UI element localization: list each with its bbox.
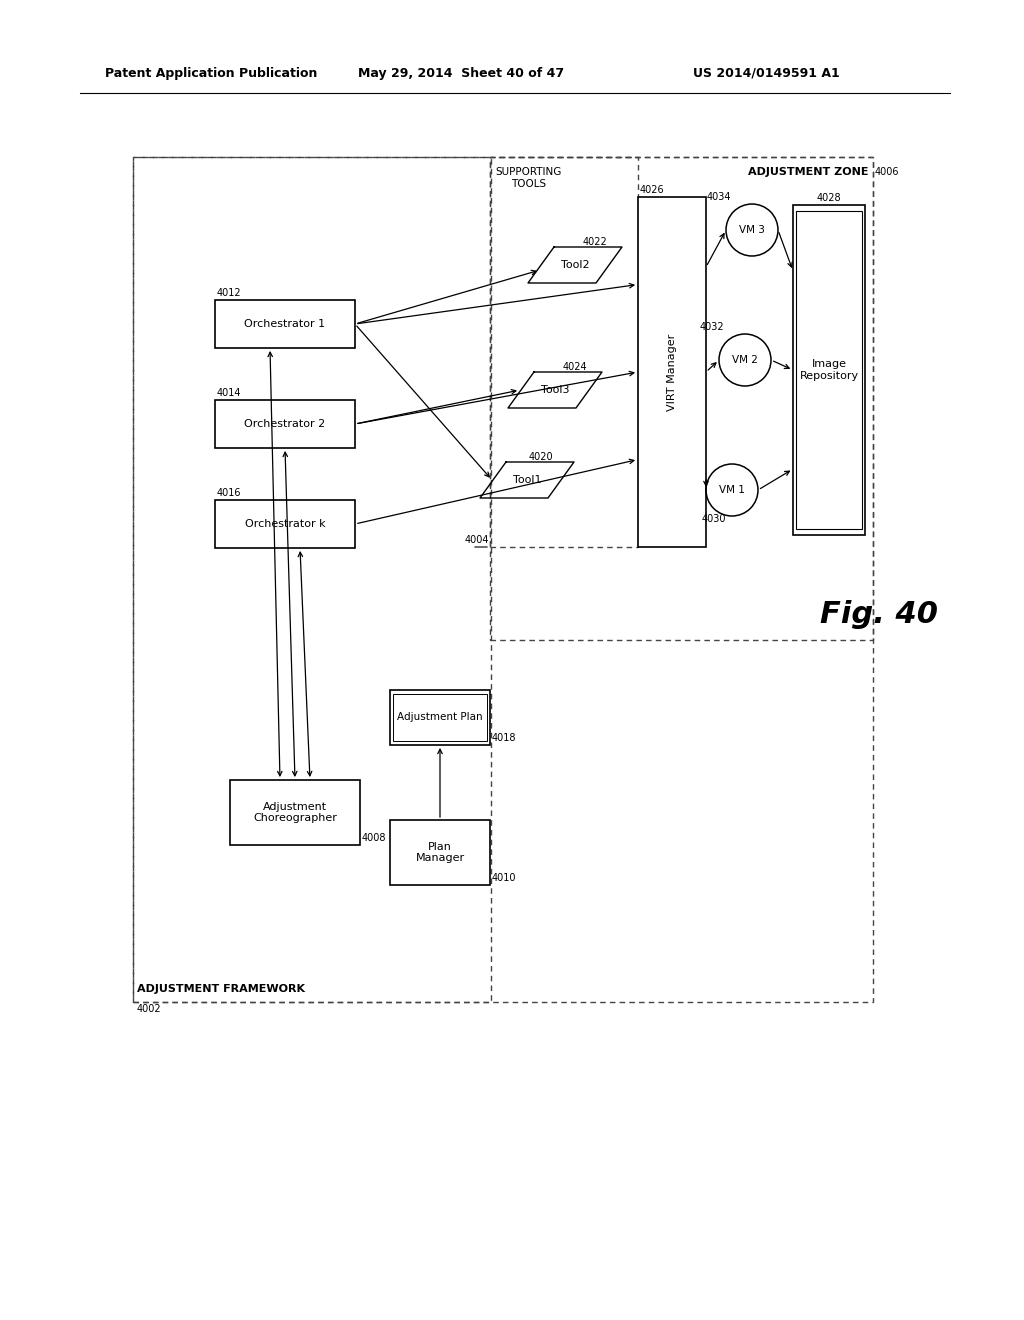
Text: Tool3: Tool3 <box>541 385 569 395</box>
Bar <box>133 157 873 1002</box>
Bar <box>133 157 490 1002</box>
Text: 4018: 4018 <box>492 733 516 743</box>
Text: 4024: 4024 <box>563 362 588 372</box>
Bar <box>230 780 360 845</box>
Bar <box>390 820 490 884</box>
Text: VM 2: VM 2 <box>732 355 758 366</box>
Text: 4012: 4012 <box>217 288 242 298</box>
Text: Tool2: Tool2 <box>561 260 590 271</box>
Bar <box>393 694 487 741</box>
Text: US 2014/0149591 A1: US 2014/0149591 A1 <box>693 67 840 81</box>
Text: Patent Application Publication: Patent Application Publication <box>105 67 317 81</box>
Text: SUPPORTING
TOOLS: SUPPORTING TOOLS <box>495 168 561 189</box>
Text: 4004: 4004 <box>465 535 489 545</box>
Text: 4002: 4002 <box>137 1005 162 1014</box>
Bar <box>490 157 638 546</box>
Text: Image
Repository: Image Repository <box>800 359 858 380</box>
Text: 4008: 4008 <box>362 833 386 843</box>
Bar <box>390 690 490 744</box>
Text: 4028: 4028 <box>817 193 842 203</box>
Bar <box>215 500 355 548</box>
Text: Tool1: Tool1 <box>513 475 542 484</box>
Text: Fig. 40: Fig. 40 <box>820 601 938 630</box>
Text: 4020: 4020 <box>529 451 554 462</box>
Text: 4032: 4032 <box>700 322 725 333</box>
Text: VM 3: VM 3 <box>739 224 765 235</box>
Text: ADJUSTMENT FRAMEWORK: ADJUSTMENT FRAMEWORK <box>137 983 305 994</box>
Text: 4026: 4026 <box>640 185 665 195</box>
Text: ADJUSTMENT ZONE: ADJUSTMENT ZONE <box>748 168 868 177</box>
Bar <box>215 300 355 348</box>
Text: 4016: 4016 <box>217 488 242 498</box>
Text: Adjustment
Choreographer: Adjustment Choreographer <box>253 801 337 824</box>
Text: Adjustment Plan: Adjustment Plan <box>397 713 482 722</box>
Text: 4034: 4034 <box>707 191 731 202</box>
Bar <box>215 400 355 447</box>
Text: 4010: 4010 <box>492 873 516 883</box>
Text: VIRT Manager: VIRT Manager <box>667 334 677 411</box>
Text: Plan
Manager: Plan Manager <box>416 842 465 863</box>
Text: 4022: 4022 <box>583 238 608 247</box>
Text: 4014: 4014 <box>217 388 242 399</box>
Text: 4006: 4006 <box>874 168 899 177</box>
Text: 4030: 4030 <box>702 513 726 524</box>
Text: May 29, 2014  Sheet 40 of 47: May 29, 2014 Sheet 40 of 47 <box>358 67 564 81</box>
Bar <box>793 205 865 535</box>
Text: Orchestrator 2: Orchestrator 2 <box>245 418 326 429</box>
Bar <box>638 197 706 546</box>
Text: Orchestrator 1: Orchestrator 1 <box>245 319 326 329</box>
Bar <box>796 211 862 529</box>
Bar <box>490 157 873 640</box>
Text: VM 1: VM 1 <box>719 484 744 495</box>
Text: Orchestrator k: Orchestrator k <box>245 519 326 529</box>
